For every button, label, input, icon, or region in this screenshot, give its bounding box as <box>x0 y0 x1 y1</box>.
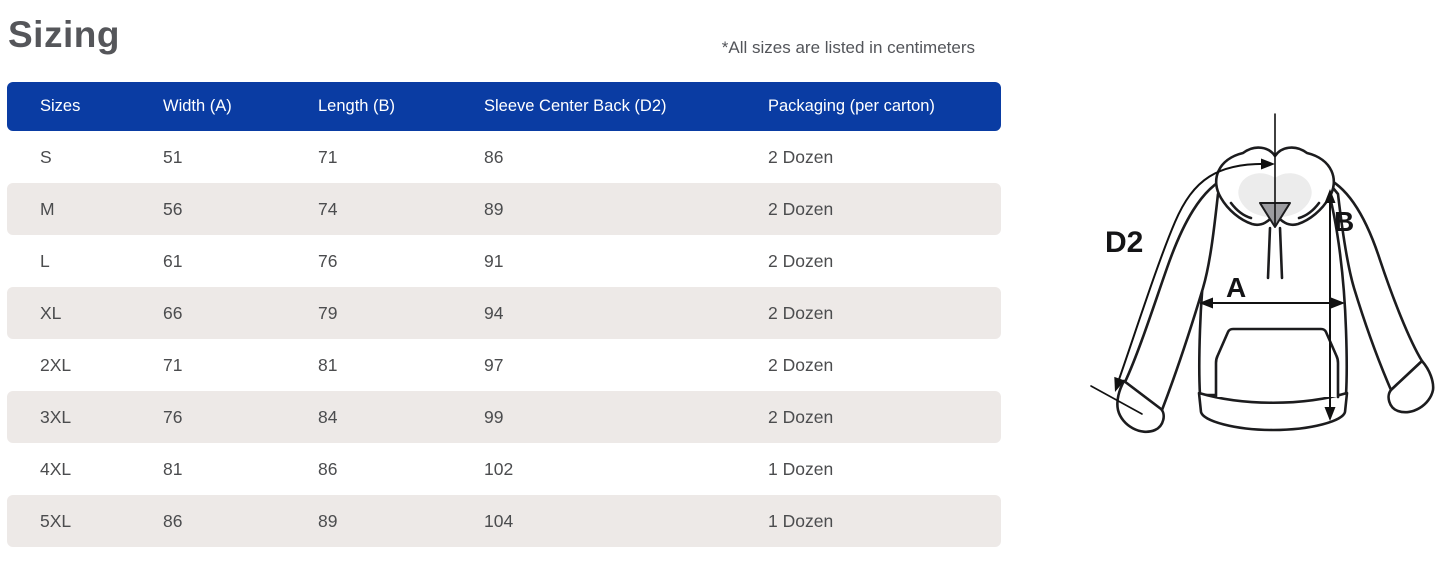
cell-width: 66 <box>163 302 183 323</box>
hoodie-measurement-diagram: D2 A B <box>1090 113 1435 433</box>
hood-fold-left <box>1229 201 1253 220</box>
table-row: 3XL 76 84 99 2 Dozen <box>7 391 1001 443</box>
d2-label: D2 <box>1105 226 1143 259</box>
hoodie-diagram-container: D2 A B <box>1085 100 1445 440</box>
column-header-sizes: Sizes <box>40 97 81 115</box>
cell-packaging: 2 Dozen <box>768 250 834 271</box>
cell-sleeve: 104 <box>484 510 514 531</box>
cell-packaging: 2 Dozen <box>768 302 834 323</box>
measurement-lines <box>1090 113 1343 419</box>
cell-length: 74 <box>318 198 338 219</box>
column-header-length: Length (B) <box>318 97 396 115</box>
table-header-row: Sizes Width (A) Length (B) Sleeve Center… <box>7 82 1001 131</box>
cell-packaging: 2 Dozen <box>768 198 834 219</box>
page-title: Sizing <box>8 14 120 55</box>
cell-width: 51 <box>163 146 183 167</box>
drawstring-right <box>1278 226 1284 280</box>
cell-size: 4XL <box>40 458 72 479</box>
cell-size: 3XL <box>40 406 72 427</box>
cell-size: 5XL <box>40 510 72 531</box>
hoodie-pocket <box>1214 327 1340 399</box>
cell-packaging: 2 Dozen <box>768 406 834 427</box>
cell-sleeve: 89 <box>484 198 504 219</box>
cell-width: 86 <box>163 510 183 531</box>
cell-length: 76 <box>318 250 338 271</box>
table-row: 2XL 71 81 97 2 Dozen <box>7 339 1001 391</box>
cell-length: 89 <box>318 510 338 531</box>
d2-arrowhead-top <box>1261 158 1275 170</box>
cell-size: XL <box>40 302 62 323</box>
hoodie-right-cuff <box>1387 359 1435 414</box>
hoodie-hem-band <box>1197 391 1349 432</box>
cell-length: 71 <box>318 146 338 167</box>
cell-packaging: 2 Dozen <box>768 146 834 167</box>
cell-width: 71 <box>163 354 183 375</box>
b-arrowhead-bottom <box>1324 407 1336 421</box>
cell-length: 84 <box>318 406 338 427</box>
table-row: 5XL 86 89 104 1 Dozen <box>7 495 1001 547</box>
hoodie-left-cuff <box>1116 379 1165 433</box>
sleeve-d2-measure-line <box>1115 162 1272 389</box>
cell-packaging: 1 Dozen <box>768 510 834 531</box>
cell-width: 61 <box>163 250 183 271</box>
cuff-baseline <box>1090 385 1143 415</box>
d2-arrowhead-bottom <box>1114 376 1125 392</box>
column-header-packaging: Packaging (per carton) <box>768 97 935 115</box>
cell-sleeve: 86 <box>484 146 504 167</box>
table-row: S 51 71 86 2 Dozen <box>7 131 1001 183</box>
measurement-arrowheads <box>1114 158 1345 421</box>
table-body: S 51 71 86 2 Dozen M 56 74 89 2 Dozen L … <box>7 131 1001 547</box>
cell-sleeve: 91 <box>484 250 504 271</box>
cell-sleeve: 102 <box>484 458 514 479</box>
cell-packaging: 2 Dozen <box>768 354 834 375</box>
cell-size: 2XL <box>40 354 72 375</box>
table-row: L 61 76 91 2 Dozen <box>7 235 1001 287</box>
cell-packaging: 1 Dozen <box>768 458 834 479</box>
cell-size: M <box>40 198 55 219</box>
cell-length: 86 <box>318 458 338 479</box>
hood-fold-right <box>1297 201 1321 220</box>
measurement-labels: D2 A B <box>1105 206 1354 303</box>
cell-size: L <box>40 250 50 271</box>
cell-sleeve: 97 <box>484 354 504 375</box>
cell-width: 81 <box>163 458 183 479</box>
a-label: A <box>1226 272 1246 303</box>
cell-sleeve: 94 <box>484 302 504 323</box>
table-row: M 56 74 89 2 Dozen <box>7 183 1001 235</box>
cell-length: 81 <box>318 354 338 375</box>
units-note: *All sizes are listed in centimeters <box>721 38 975 57</box>
cell-size: S <box>40 146 52 167</box>
b-label: B <box>1334 206 1354 237</box>
cell-sleeve: 99 <box>484 406 504 427</box>
b-arrowhead-top <box>1324 189 1336 203</box>
drawstring-left <box>1266 226 1272 280</box>
a-arrowhead-right <box>1331 297 1345 309</box>
table-row: 4XL 81 86 102 1 Dozen <box>7 443 1001 495</box>
table-row: XL 66 79 94 2 Dozen <box>7 287 1001 339</box>
sizing-table: Sizes Width (A) Length (B) Sleeve Center… <box>7 82 1001 547</box>
cell-width: 76 <box>163 406 183 427</box>
cell-width: 56 <box>163 198 183 219</box>
a-arrowhead-left <box>1199 297 1213 309</box>
cell-length: 79 <box>318 302 338 323</box>
column-header-width: Width (A) <box>163 97 232 115</box>
column-header-sleeve: Sleeve Center Back (D2) <box>484 97 667 115</box>
